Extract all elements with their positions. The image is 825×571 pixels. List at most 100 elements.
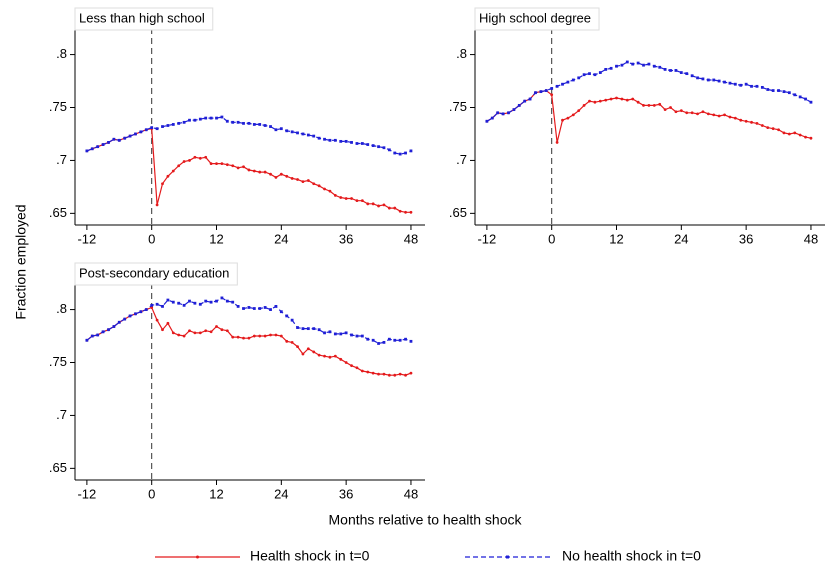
marker — [317, 328, 321, 332]
legend-marker — [196, 555, 199, 559]
marker — [123, 136, 127, 140]
marker — [204, 155, 208, 159]
marker — [247, 306, 251, 309]
marker — [658, 65, 662, 69]
marker — [290, 318, 294, 322]
marker — [382, 340, 386, 344]
marker — [393, 151, 397, 155]
marker — [404, 337, 407, 341]
marker — [555, 84, 559, 88]
x-tick-label: -12 — [477, 231, 496, 246]
y-tick-label: .75 — [49, 99, 67, 114]
marker — [339, 357, 343, 361]
marker — [144, 308, 148, 311]
marker — [739, 118, 743, 122]
y-tick-label: .7 — [56, 407, 67, 422]
marker — [101, 143, 105, 146]
marker — [263, 124, 267, 127]
marker — [166, 298, 170, 302]
marker — [793, 131, 797, 135]
marker — [328, 138, 332, 142]
marker — [733, 82, 737, 86]
marker — [166, 321, 170, 325]
marker — [263, 306, 267, 309]
marker — [760, 85, 764, 89]
marker — [344, 361, 348, 364]
marker — [809, 136, 813, 140]
marker — [615, 96, 618, 100]
marker — [285, 129, 289, 133]
marker — [215, 299, 218, 303]
panel-title-box — [74, 262, 238, 286]
marker — [323, 187, 326, 191]
marker — [306, 133, 310, 137]
marker — [139, 130, 143, 134]
marker — [355, 334, 359, 338]
marker — [171, 169, 175, 173]
x-tick-label: 12 — [609, 231, 623, 246]
marker — [398, 338, 402, 342]
y-axis-label: Fraction employed — [13, 204, 29, 319]
marker — [771, 127, 775, 131]
marker — [733, 116, 737, 120]
marker — [588, 99, 591, 103]
marker — [404, 373, 407, 377]
marker — [750, 120, 753, 124]
x-tick-label: 12 — [209, 231, 223, 246]
marker — [404, 151, 407, 155]
marker — [263, 334, 267, 338]
marker — [150, 303, 154, 307]
marker — [209, 116, 213, 120]
marker — [674, 69, 678, 72]
marker — [134, 132, 137, 136]
marker — [804, 97, 807, 101]
marker — [690, 111, 694, 115]
marker — [269, 308, 272, 311]
marker — [198, 156, 202, 160]
marker — [182, 303, 186, 307]
marker — [620, 63, 624, 67]
marker — [193, 118, 197, 122]
marker — [696, 112, 699, 116]
marker — [360, 142, 364, 145]
marker — [188, 118, 191, 122]
marker — [690, 74, 694, 78]
marker — [366, 202, 370, 206]
marker — [517, 103, 521, 107]
marker — [220, 328, 224, 332]
marker — [350, 197, 353, 200]
marker — [766, 126, 770, 130]
marker — [728, 115, 732, 119]
marker — [220, 162, 224, 166]
marker — [566, 80, 570, 84]
x-tick-label: 0 — [148, 486, 155, 501]
marker — [377, 145, 380, 149]
marker — [366, 337, 370, 341]
marker — [625, 60, 629, 64]
marker — [279, 334, 283, 338]
marker — [685, 111, 689, 115]
marker — [636, 61, 640, 65]
panel-title-box — [74, 7, 214, 31]
legend-label: No health shock in t=0 — [562, 548, 701, 564]
marker — [258, 307, 262, 310]
marker — [166, 124, 170, 127]
marker — [231, 164, 235, 168]
marker — [382, 203, 386, 207]
marker — [296, 326, 299, 329]
marker — [182, 120, 186, 124]
marker — [755, 84, 759, 88]
marker — [350, 141, 353, 144]
marker — [215, 116, 218, 120]
marker — [279, 127, 283, 131]
marker — [182, 160, 186, 163]
marker — [209, 300, 213, 304]
marker — [144, 128, 148, 132]
marker — [317, 136, 321, 140]
marker — [285, 339, 289, 343]
marker — [717, 114, 721, 118]
x-tick-label: 36 — [739, 231, 753, 246]
marker — [534, 91, 537, 95]
marker — [409, 339, 413, 343]
marker — [490, 116, 494, 120]
